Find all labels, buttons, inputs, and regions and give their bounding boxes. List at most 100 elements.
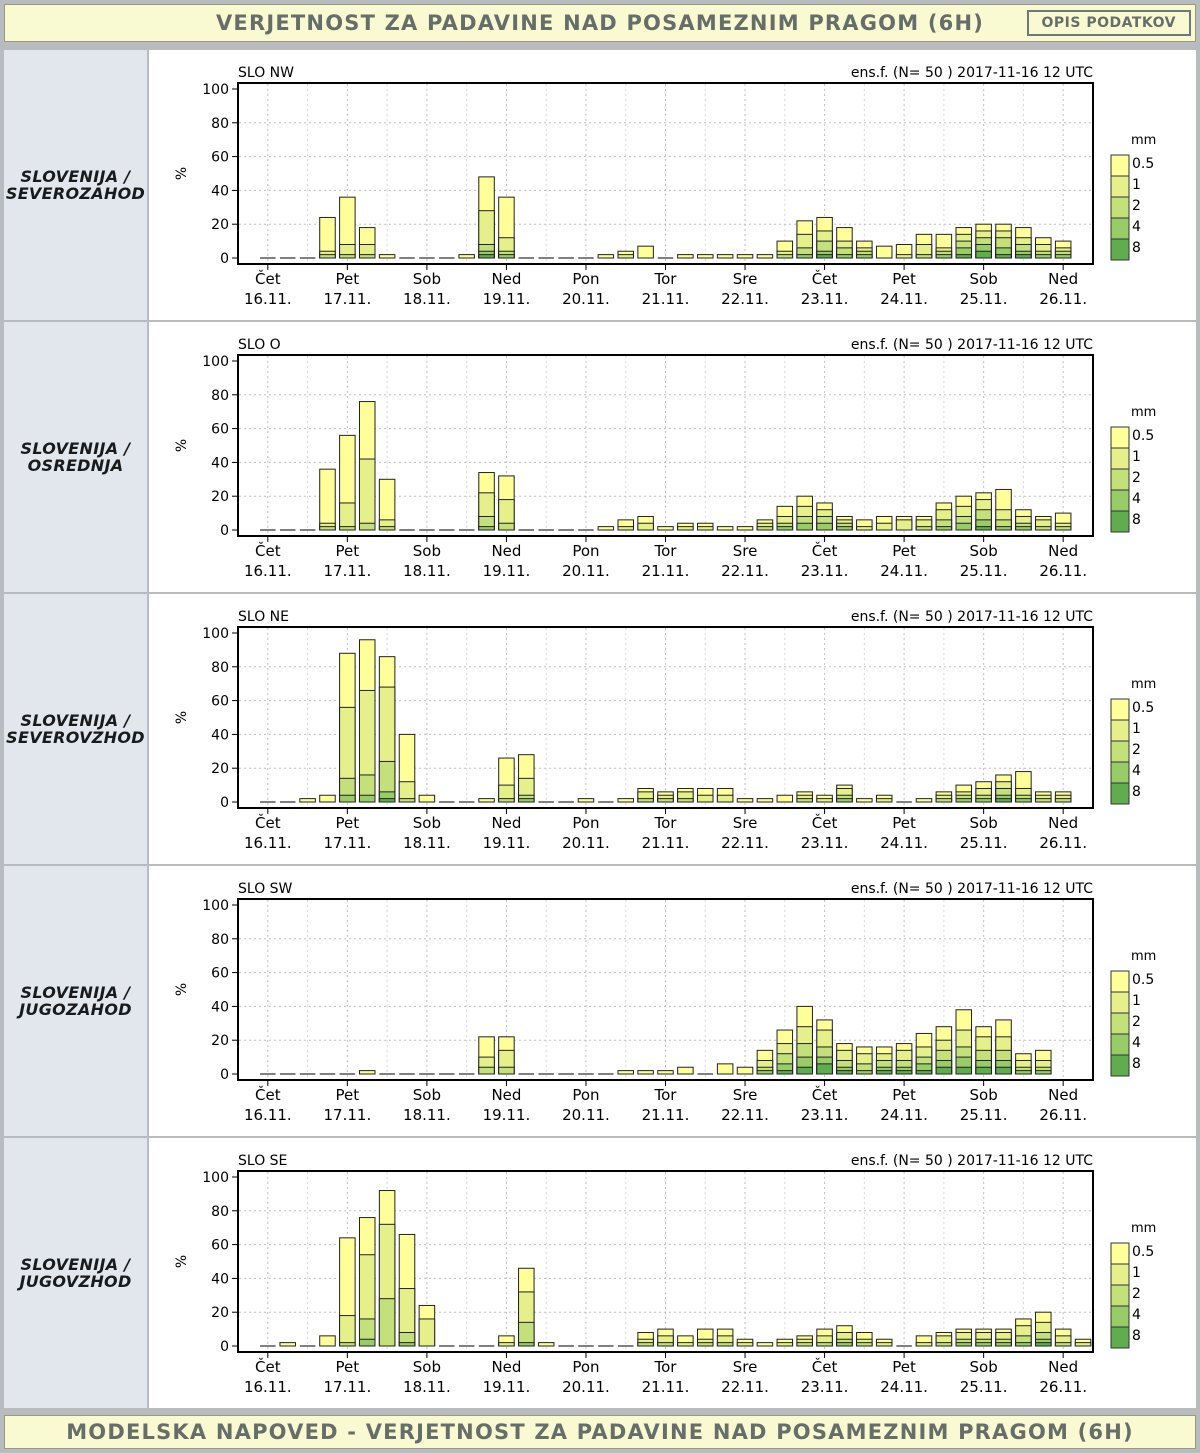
x-tick-date: 17.11. xyxy=(324,290,372,308)
y-tick-label: 60 xyxy=(211,694,229,710)
x-tick-date: 16.11. xyxy=(244,1378,292,1396)
footer-title: MODELSKA NAPOVED - VERJETNOST ZA PADAVIN… xyxy=(66,1420,1134,1444)
legend-swatch xyxy=(1110,1054,1130,1077)
legend-label: 1 xyxy=(1132,993,1141,1009)
x-tick-date: 25.11. xyxy=(960,562,1008,580)
data-description-button[interactable]: OPIS PODATKOV xyxy=(1026,10,1191,36)
bar-segment xyxy=(617,526,634,531)
bar-segment xyxy=(1074,1342,1092,1347)
bar-segment xyxy=(796,254,813,259)
station-label: SLO SW xyxy=(238,881,293,897)
bar-segment xyxy=(776,1342,794,1347)
bar-segment xyxy=(597,526,615,531)
station-label: SLO NE xyxy=(238,609,289,625)
x-tick-day: Sob xyxy=(413,814,441,832)
x-tick-day: Pet xyxy=(336,814,360,832)
region-label-line2: SEVEROVZHOD xyxy=(6,728,145,747)
bar-segment xyxy=(716,794,734,803)
x-tick-date: 20.11. xyxy=(562,1106,610,1124)
legend-swatch xyxy=(1110,1263,1130,1286)
x-tick-day: Sre xyxy=(733,814,758,832)
y-tick-label: 60 xyxy=(211,422,229,438)
x-tick-day: Sob xyxy=(413,1358,441,1376)
bar-segment xyxy=(498,1066,515,1075)
bar-segment xyxy=(478,1066,495,1075)
x-tick-date: 20.11. xyxy=(562,834,610,852)
bar-segment xyxy=(617,798,634,803)
y-tick-label: 20 xyxy=(211,1033,229,1049)
region-label-line1: SLOVENIJA / xyxy=(20,1255,131,1274)
x-tick-day: Pet xyxy=(336,542,360,560)
bar-segment xyxy=(358,458,376,531)
legend-swatch xyxy=(1110,1033,1130,1056)
x-tick-day: Pon xyxy=(572,542,599,560)
x-tick-day: Tor xyxy=(654,1086,678,1104)
bar-segment xyxy=(796,1342,813,1347)
legend-swatch xyxy=(1110,468,1130,491)
x-tick-date: 20.11. xyxy=(562,562,610,580)
x-tick-day: Čet xyxy=(812,269,838,288)
bar-segment xyxy=(358,1338,376,1347)
bar-segment xyxy=(657,798,674,803)
bar-segment xyxy=(756,254,774,259)
legend-swatch xyxy=(1110,238,1130,261)
region-label-line2: SEVEROZAHOD xyxy=(5,184,146,203)
x-tick-day: Pet xyxy=(892,1358,916,1376)
panel-row: SLOVENIJA / SEVEROVZHOD 0 20 40 60 80 100% SLO N… xyxy=(4,594,1196,864)
x-tick-date: 21.11. xyxy=(642,1378,690,1396)
bar-segment xyxy=(677,254,694,259)
bar-segment xyxy=(697,794,714,803)
bar-segment xyxy=(836,254,853,259)
bottom-banner-inner: MODELSKA NAPOVED - VERJETNOST ZA PADAVIN… xyxy=(4,1415,1196,1449)
bar-segment xyxy=(816,254,833,259)
bar-segment xyxy=(776,1070,794,1075)
bar-segment xyxy=(856,1342,873,1347)
legend-label: 8 xyxy=(1132,240,1141,256)
bar-segment xyxy=(756,1342,774,1347)
bar-segment xyxy=(895,254,913,259)
bar-segment xyxy=(856,526,873,531)
x-tick-day: Pon xyxy=(572,1358,599,1376)
bar-segment xyxy=(736,254,754,259)
legend-label: 8 xyxy=(1132,1328,1141,1344)
bar-segment xyxy=(319,526,336,531)
x-tick-day: Sre xyxy=(733,542,758,560)
x-tick-day: Sre xyxy=(733,1086,758,1104)
x-tick-date: 22.11. xyxy=(721,1106,769,1124)
legend-label: 2 xyxy=(1132,742,1141,758)
x-tick-day: Tor xyxy=(654,542,678,560)
bar-segment xyxy=(1054,798,1072,803)
y-tick-label: 100 xyxy=(202,1170,229,1186)
x-tick-date: 26.11. xyxy=(1039,562,1087,580)
x-tick-date: 19.11. xyxy=(483,1106,531,1124)
x-tick-date: 26.11. xyxy=(1039,1378,1087,1396)
x-tick-day: Čet xyxy=(255,541,281,560)
y-tick-label: 60 xyxy=(211,150,229,166)
bar-segment xyxy=(1015,526,1032,531)
x-tick-day: Čet xyxy=(812,541,838,560)
legend-label: 2 xyxy=(1132,1014,1141,1030)
bar-segment xyxy=(816,798,833,803)
legend-swatch xyxy=(1110,154,1130,177)
legend-swatch xyxy=(1110,1305,1130,1328)
station-label: SLO NW xyxy=(238,65,294,81)
bar-segment xyxy=(498,798,515,803)
bar-segment xyxy=(617,1070,634,1075)
bar-segment xyxy=(339,526,356,531)
bar-segment xyxy=(677,798,694,803)
bar-segment xyxy=(518,1342,535,1347)
x-tick-date: 19.11. xyxy=(483,562,531,580)
bar-segment xyxy=(1015,1070,1032,1075)
region-label: SLOVENIJA / OSREDNJA xyxy=(21,440,131,474)
region-label-line1: SLOVENIJA / xyxy=(20,167,131,186)
y-tick-label: 40 xyxy=(211,999,229,1015)
y-tick-label: 40 xyxy=(211,727,229,743)
y-tick-label: 0 xyxy=(220,251,229,267)
y-tick-label: 40 xyxy=(211,183,229,199)
bar-segment xyxy=(1015,1342,1032,1347)
x-tick-date: 16.11. xyxy=(244,290,292,308)
bar-segment xyxy=(756,1070,774,1075)
chart-cell: 0 20 40 60 80 100% SLO NE ens.f. (N= 50 ) 2017-… xyxy=(149,594,1196,864)
y-tick-label: 80 xyxy=(211,932,229,948)
x-tick-day: Ned xyxy=(1048,542,1078,560)
